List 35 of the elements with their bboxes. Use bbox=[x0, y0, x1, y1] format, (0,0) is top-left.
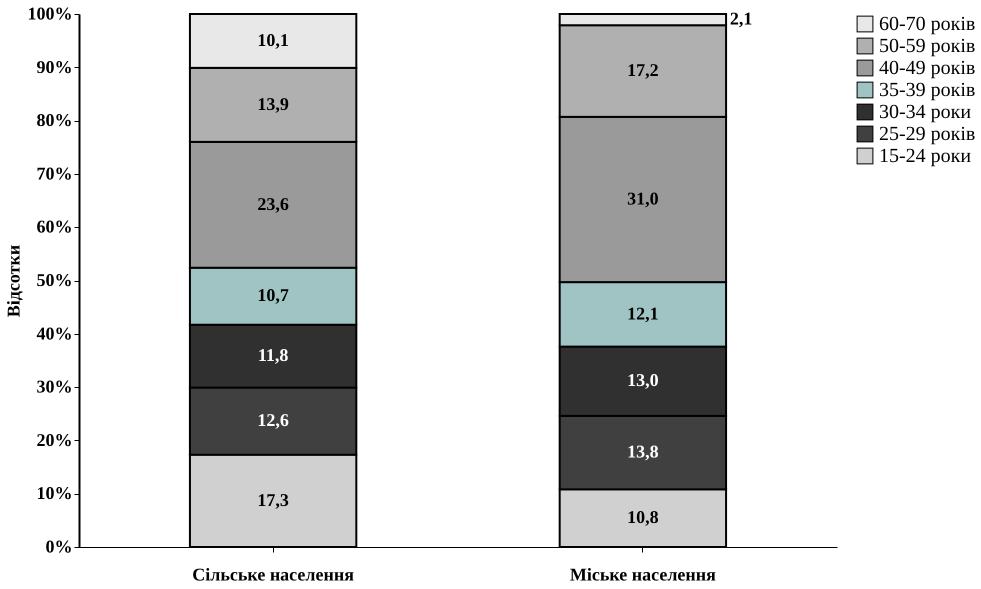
data-label: 17,3 bbox=[257, 490, 289, 510]
y-tick-label: 40% bbox=[36, 323, 72, 344]
y-tick-label: 30% bbox=[36, 376, 72, 397]
data-label: 10,7 bbox=[257, 285, 289, 306]
y-tick-label: 90% bbox=[36, 56, 72, 77]
data-label: 13,9 bbox=[257, 94, 289, 114]
data-label: 2,1 bbox=[730, 8, 752, 29]
data-label: 23,6 bbox=[257, 194, 289, 214]
legend-label: 50-59 років bbox=[879, 35, 976, 57]
y-tick-label: 10% bbox=[36, 483, 72, 504]
data-label: 13,8 bbox=[627, 442, 659, 462]
y-tick-label: 0% bbox=[46, 536, 72, 556]
y-tick-label: 50% bbox=[36, 270, 72, 290]
legend-label: 15-24 роки bbox=[879, 145, 972, 167]
legend-label: 35-39 років bbox=[879, 79, 976, 101]
data-label: 13,0 bbox=[627, 370, 659, 390]
legend-label: 60-70 років bbox=[879, 13, 976, 35]
data-label: 12,1 bbox=[627, 303, 659, 324]
x-tick-label: Сільське населення bbox=[192, 564, 354, 584]
legend-label: 30-34 роки bbox=[879, 101, 972, 123]
y-tick-label: 70% bbox=[36, 163, 72, 184]
data-label: 31,0 bbox=[627, 188, 659, 208]
x-tick-label: Міське населення bbox=[570, 564, 716, 584]
y-axis-title: Відсотки bbox=[4, 244, 24, 318]
y-tick-label: 100% bbox=[28, 4, 72, 24]
data-label: 10,1 bbox=[257, 30, 289, 50]
y-tick-label: 80% bbox=[36, 110, 72, 130]
data-label: 10,8 bbox=[627, 507, 659, 528]
legend-label: 40-49 років bbox=[879, 57, 976, 79]
y-tick-label: 20% bbox=[36, 430, 72, 450]
data-label: 17,2 bbox=[627, 60, 659, 80]
data-label: 12,6 bbox=[257, 410, 289, 430]
data-label: 11,8 bbox=[258, 345, 288, 366]
legend-label: 25-29 років bbox=[879, 123, 976, 145]
y-tick-label: 60% bbox=[36, 216, 72, 237]
